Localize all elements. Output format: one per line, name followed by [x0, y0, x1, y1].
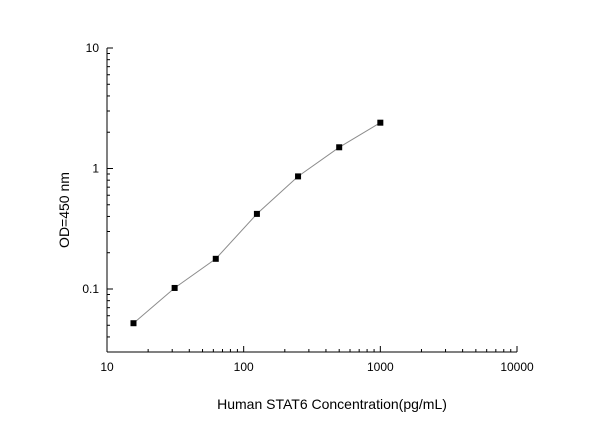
series-line — [133, 122, 381, 324]
data-point — [212, 255, 219, 262]
data-point — [295, 173, 302, 180]
data-point — [377, 119, 384, 126]
x-tick-label: 1000 — [367, 360, 394, 374]
data-point — [171, 284, 178, 291]
tick-labels: 10 100 1000 10000 0.1 1 10 — [82, 41, 534, 374]
x-tick-label: 10000 — [500, 360, 534, 374]
x-tick-label: 100 — [234, 360, 254, 374]
y-tick-label: 10 — [86, 41, 100, 55]
data-point — [130, 320, 137, 327]
tick-marks — [106, 47, 518, 353]
x-tick-label: 10 — [100, 360, 114, 374]
data-series — [130, 119, 384, 327]
y-axis-title: OD=450 nm — [56, 172, 72, 248]
data-point — [253, 210, 260, 217]
x-axis-title: Human STAT6 Concentration(pg/mL) — [217, 396, 447, 412]
y-tick-label: 1 — [92, 161, 99, 175]
data-point — [336, 144, 343, 151]
axes — [106, 48, 517, 353]
y-tick-label: 0.1 — [82, 282, 99, 296]
